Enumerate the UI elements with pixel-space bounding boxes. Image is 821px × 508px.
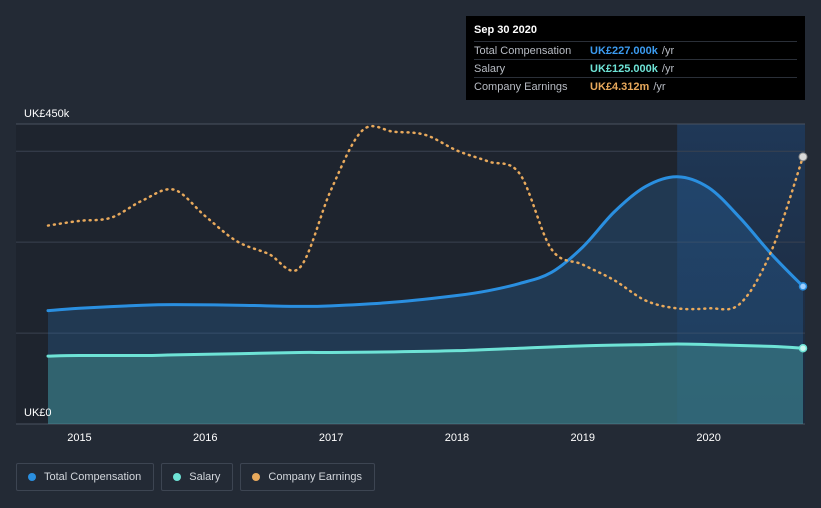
legend-item-salary[interactable]: Salary: [161, 463, 234, 491]
x-tick-label: 2020: [696, 432, 720, 444]
tooltip-value: UK£125.000k: [590, 62, 658, 75]
x-tick-label: 2017: [319, 432, 343, 444]
legend-label: Company Earnings: [268, 471, 362, 483]
x-tick-label: 2018: [445, 432, 469, 444]
legend-item-total-compensation[interactable]: Total Compensation: [16, 463, 155, 491]
legend-dot-icon: [173, 473, 182, 481]
tooltip-label: Company Earnings: [474, 80, 568, 93]
highlight-band: [677, 124, 805, 424]
x-tick-label: 2019: [571, 432, 595, 444]
company-earnings-marker: [798, 152, 808, 162]
legend-dot-icon: [252, 473, 261, 481]
tooltip-value: UK£227.000k: [590, 44, 658, 57]
salary-marker: [798, 343, 808, 353]
x-tick-label: 2016: [193, 432, 217, 444]
legend-label: Salary: [189, 471, 221, 483]
y-tick-label: UK£450k: [24, 108, 70, 120]
tooltip-unit: /yr: [661, 44, 675, 57]
tooltip-row-total-compensation: Total Compensation UK£227.000k /yr: [474, 41, 797, 59]
salary-line: [46, 342, 805, 358]
total-compensation-line: [46, 175, 805, 313]
tooltip-title: Sep 30 2020: [474, 24, 537, 36]
y-tick-label: UK£0: [24, 407, 52, 419]
legend-label: Total Compensation: [44, 471, 142, 483]
total-compensation-marker: [798, 282, 808, 291]
tooltip-label: Salary: [474, 62, 506, 75]
legend: Total Compensation Salary Company Earnin…: [16, 463, 375, 491]
tooltip-value: UK£4.312m: [590, 80, 650, 93]
salary-area: [48, 344, 803, 424]
tooltip-unit: /yr: [653, 80, 666, 93]
tooltip-row-salary: Salary UK£125.000k /yr: [474, 59, 797, 77]
x-tick-label: 2015: [67, 432, 91, 444]
tooltip: Sep 30 2020 Total Compensation UK£227.00…: [466, 16, 805, 100]
tooltip-row-company-earnings: Company Earnings UK£4.312m /yr: [474, 77, 797, 95]
tooltip-unit: /yr: [661, 62, 675, 75]
company-earnings-line: [46, 125, 805, 311]
legend-item-company-earnings[interactable]: Company Earnings: [240, 463, 375, 491]
tooltip-label: Total Compensation: [474, 44, 572, 57]
legend-dot-icon: [28, 473, 36, 481]
plot-background: [16, 124, 805, 424]
